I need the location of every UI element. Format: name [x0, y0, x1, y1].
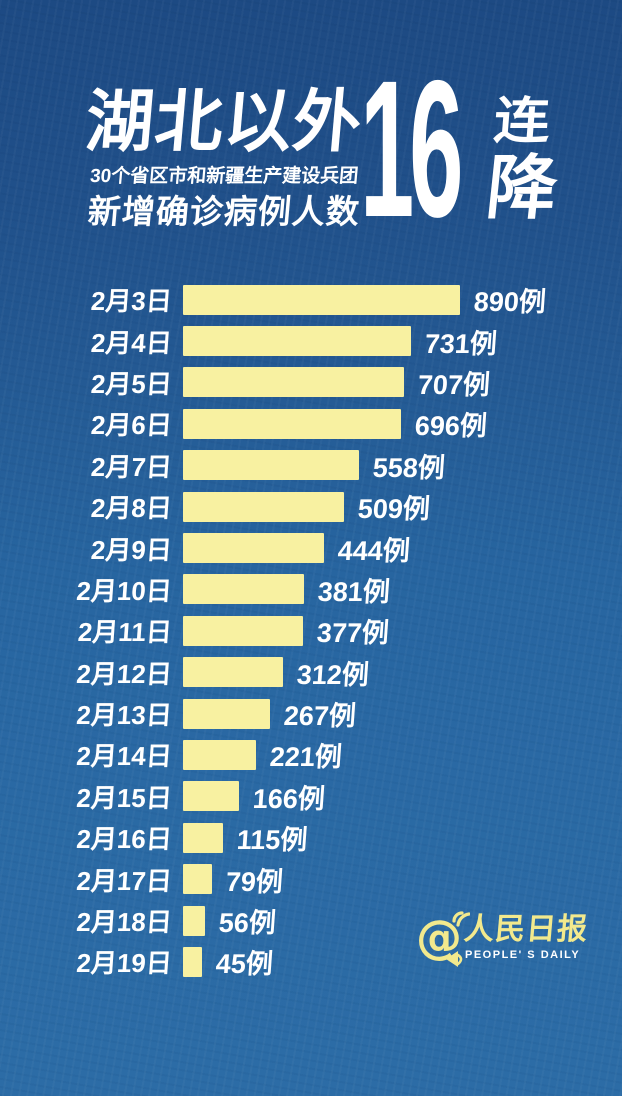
value-label: 56例	[217, 908, 277, 939]
chart-row: 2月18日 56例	[0, 900, 622, 941]
subtitle-scope: 30个省区市和新疆生产建设兵团	[89, 166, 360, 187]
chart-row: 2月9日 444例	[0, 527, 622, 568]
date-label: 2月3日	[89, 286, 173, 317]
peoples-daily-logo: @ 人民日报 PEOPLE' S DAILY	[416, 905, 590, 975]
value-label: 45例	[214, 949, 274, 980]
at-icon-svg: @	[416, 910, 471, 967]
megaphone-wave	[456, 953, 463, 966]
date-label: 2月9日	[89, 534, 173, 565]
value-label: 377例	[315, 618, 390, 649]
chart-row: 2月16日 115例	[0, 817, 622, 858]
date-label: 2月16日	[75, 824, 173, 855]
value-label: 696例	[413, 411, 488, 442]
value-label: 707例	[416, 369, 491, 400]
value-label: 79例	[224, 866, 284, 897]
bar	[183, 408, 401, 439]
value-label: 558例	[371, 452, 446, 483]
bar-chart: 2月3日 890例 2月4日 731例 2月5日 707例 2月6日 696例 2月7日 558例…	[0, 279, 622, 983]
bar	[183, 615, 303, 646]
date-label: 2月11日	[76, 617, 173, 648]
bar	[183, 905, 205, 936]
bar	[183, 284, 460, 315]
subtitle-metric: 新增确诊病例人数	[86, 193, 362, 230]
chart-row: 2月15日 166例	[0, 776, 622, 817]
chart-row: 2月5日 707例	[0, 362, 622, 403]
date-label: 2月10日	[75, 575, 173, 606]
sound-wave-arc-outer	[456, 912, 471, 927]
chart-row: 2月8日 509例	[0, 486, 622, 527]
value-label: 890例	[472, 287, 547, 318]
main-title: 湖北以外	[82, 84, 366, 160]
sound-wave-arc-inner	[452, 911, 464, 923]
bar	[183, 698, 270, 729]
chart-row: 2月11日 377例	[0, 610, 622, 651]
chart-row: 2月17日 79例	[0, 858, 622, 899]
chart-row: 2月6日 696例	[0, 403, 622, 444]
value-label: 312例	[295, 659, 370, 690]
date-label: 2月19日	[75, 948, 173, 979]
streak-char-lian: 连	[491, 93, 553, 149]
chart-row: 2月3日 890例	[0, 279, 622, 320]
date-label: 2月18日	[75, 907, 173, 938]
streak-word: 连 降	[482, 93, 562, 228]
date-label: 2月14日	[75, 741, 173, 772]
bar	[183, 822, 223, 853]
chart-row: 2月10日 381例	[0, 569, 622, 610]
chart-row: 2月14日 221例	[0, 734, 622, 775]
value-label: 731例	[423, 328, 498, 359]
value-label: 267例	[282, 701, 357, 732]
bar	[183, 574, 304, 605]
value-label: 509例	[356, 494, 431, 525]
bar	[183, 533, 324, 564]
logo-chinese-name: 人民日报	[462, 913, 590, 946]
chart-row: 2月4日 731例	[0, 320, 622, 361]
streak-count-number: 16	[360, 40, 463, 258]
value-label: 115例	[235, 825, 309, 856]
chart-row: 2月13日 267例	[0, 693, 622, 734]
date-label: 2月7日	[89, 451, 173, 482]
value-label: 221例	[268, 742, 343, 773]
bar	[183, 739, 256, 770]
date-label: 2月4日	[89, 327, 173, 358]
bar	[183, 491, 344, 522]
bar	[183, 367, 404, 398]
date-label: 2月17日	[75, 865, 173, 896]
value-label: 166例	[251, 783, 326, 814]
bar	[183, 946, 202, 977]
date-label: 2月12日	[75, 658, 173, 689]
chart-row: 2月7日 558例	[0, 445, 622, 486]
streak-char-jiang: 降	[482, 149, 562, 227]
bar	[183, 326, 411, 357]
logo-english-name: PEOPLE' S DAILY	[465, 949, 581, 961]
megaphone-cone	[446, 951, 458, 967]
date-label: 2月15日	[75, 782, 173, 813]
bar	[183, 657, 283, 688]
value-label: 444例	[336, 535, 411, 566]
date-label: 2月13日	[75, 700, 173, 731]
value-label: 381例	[316, 576, 391, 607]
bar	[183, 781, 239, 812]
date-label: 2月8日	[89, 493, 173, 524]
at-megaphone-icon: @	[416, 909, 471, 971]
bar	[183, 450, 359, 481]
date-label: 2月5日	[89, 368, 173, 399]
bar	[183, 864, 212, 895]
chart-row: 2月12日 312例	[0, 652, 622, 693]
chart-row: 2月19日 45例	[0, 941, 622, 982]
date-label: 2月6日	[89, 410, 173, 441]
